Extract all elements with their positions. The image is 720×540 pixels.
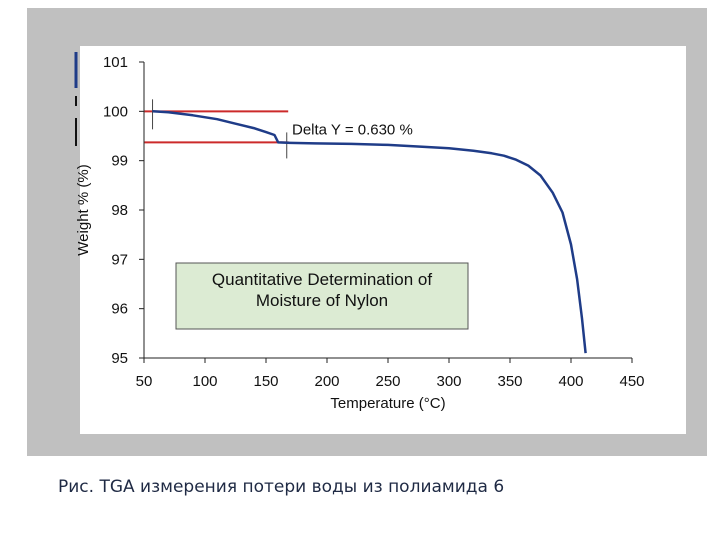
y-tick-label: 99 xyxy=(111,153,128,170)
figure-caption: Рис. TGA измерения потери воды из полиам… xyxy=(58,477,505,497)
x-tick-label: 250 xyxy=(375,373,400,390)
x-axis-title: Temperature (°C) xyxy=(330,395,445,412)
y-tick-label: 101 xyxy=(103,54,128,71)
annotation-box-line: Moisture of Nylon xyxy=(256,291,388,310)
y-axis-title: Weight % (%) xyxy=(75,164,92,255)
x-tick-label: 450 xyxy=(619,373,644,390)
x-tick-label: 300 xyxy=(436,373,461,390)
x-tick-label: 400 xyxy=(558,373,583,390)
y-tick-label: 98 xyxy=(111,202,128,219)
delta-y-label: Delta Y = 0.630 % xyxy=(292,121,413,138)
weight-curve xyxy=(152,110,587,354)
y-tick-label: 95 xyxy=(111,350,128,367)
y-tick-label: 100 xyxy=(103,103,128,120)
annotation-box xyxy=(175,262,469,330)
y-tick-label: 96 xyxy=(111,301,128,318)
x-tick-label: 100 xyxy=(192,373,217,390)
x-tick-label: 150 xyxy=(253,373,278,390)
annotation-box-line: Quantitative Determination of xyxy=(212,270,432,289)
x-tick-label: 50 xyxy=(136,373,153,390)
x-tick-label: 200 xyxy=(314,373,339,390)
x-tick-label: 350 xyxy=(497,373,522,390)
y-tick-label: 97 xyxy=(111,251,128,268)
